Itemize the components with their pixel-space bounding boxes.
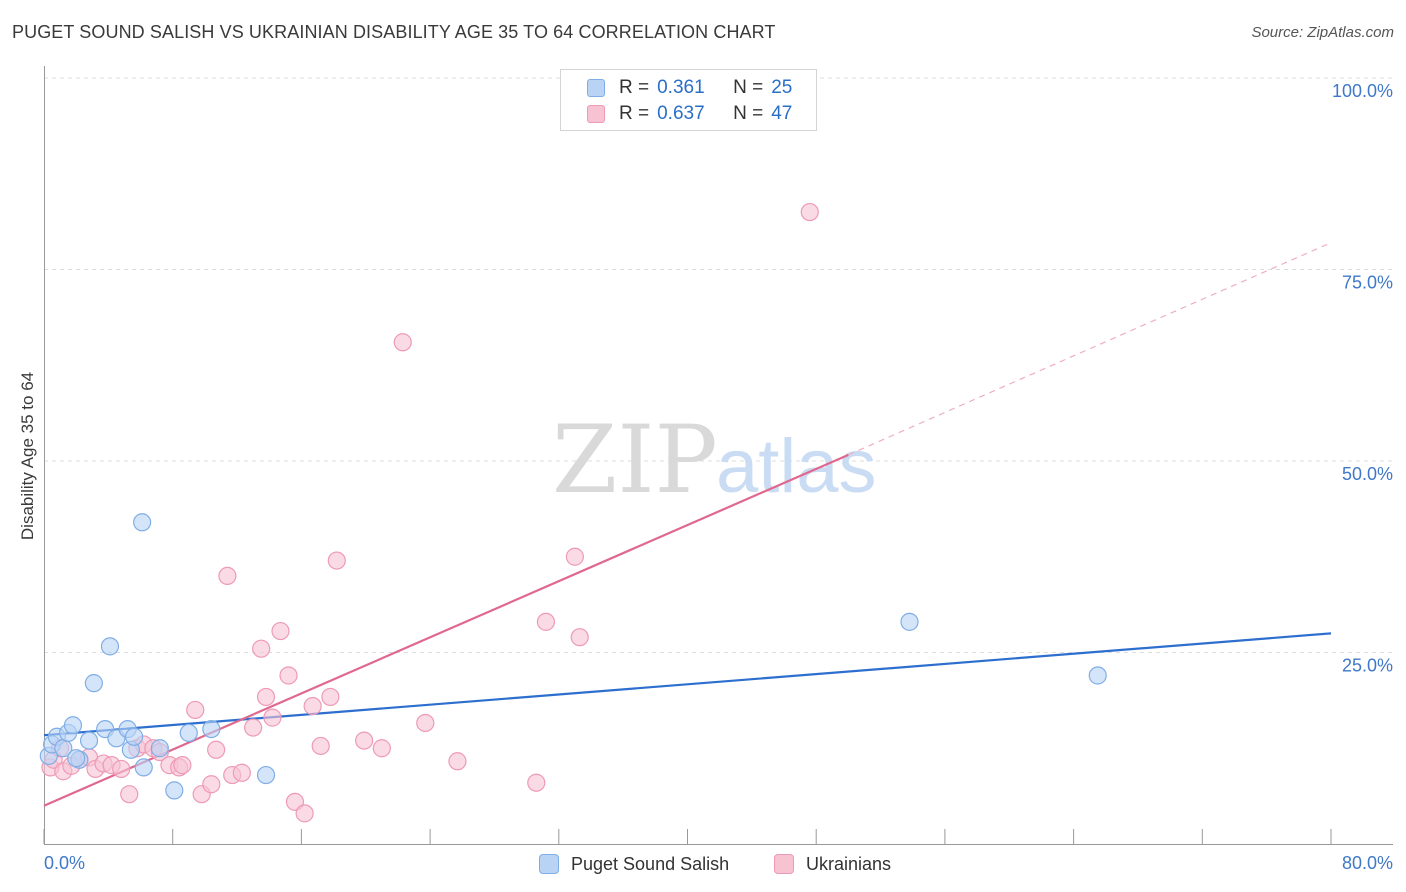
legend-n-value: 25 [771, 77, 793, 98]
data-point-ukrainians [372, 739, 391, 758]
series-legend-puget: Puget Sound Salish [539, 852, 729, 876]
data-point-ukrainians [244, 718, 263, 737]
data-point-puget [179, 723, 198, 743]
data-point-ukrainians [256, 687, 276, 707]
data-point-ukrainians [218, 566, 237, 586]
data-points [39, 202, 1107, 823]
data-point-ukrainians [207, 740, 226, 759]
legend-r-value: 0.637 [657, 103, 705, 124]
watermark-zip: ZIP [552, 406, 718, 515]
legend-r-label: R = [619, 103, 650, 124]
data-point-ukrainians [355, 731, 374, 750]
data-point-ukrainians [416, 713, 435, 733]
grid-lines [44, 77, 1393, 653]
data-point-ukrainians [232, 763, 251, 782]
data-point-ukrainians [112, 759, 131, 779]
legend-n-value: 47 [771, 103, 793, 124]
axes [44, 66, 1393, 845]
data-point-ukrainians [527, 773, 546, 792]
data-point-ukrainians [303, 697, 322, 716]
data-point-ukrainians [173, 756, 192, 775]
y-tick-label: 25.0% [1342, 656, 1393, 676]
x-tick-labels: 0.0% 80.0% [44, 853, 1393, 873]
y-tick-label: 100.0% [1332, 81, 1393, 101]
x-ticks [43, 829, 1332, 844]
data-point-puget [134, 758, 153, 777]
data-point-ukrainians [327, 551, 346, 570]
trend-line-puget [43, 632, 1332, 737]
data-point-puget [133, 513, 152, 532]
watermark-atlas: atlas [716, 424, 877, 509]
legend-r-value: 0.361 [657, 77, 705, 98]
y-tick-labels: 25.0% 50.0% 75.0% 100.0% [1332, 81, 1393, 676]
data-point-ukrainians [570, 628, 589, 647]
legend-n-label: N = [733, 103, 764, 124]
source-note: Source: ZipAtlas.com [1251, 24, 1394, 41]
legend-row-ukrainians: R = 0.637 N = 47 [587, 102, 792, 126]
data-point-puget [100, 637, 120, 656]
series-legend-ukrainians: Ukrainians [774, 852, 891, 876]
data-point-puget [150, 739, 169, 758]
data-point-puget [124, 727, 144, 746]
data-point-puget [67, 749, 86, 768]
data-point-ukrainians [186, 700, 205, 720]
data-point-puget [165, 781, 184, 800]
data-point-ukrainians [393, 333, 412, 352]
data-point-ukrainians [263, 708, 282, 727]
data-point-ukrainians [448, 752, 467, 771]
data-point-ukrainians [252, 639, 271, 658]
legend-row-puget: R = 0.361 N = 25 [587, 76, 792, 100]
data-point-puget [1088, 666, 1107, 685]
data-point-puget [900, 612, 919, 631]
legend-r-label: R = [619, 77, 650, 98]
data-point-puget [202, 719, 221, 739]
watermark: ZIP atlas [552, 406, 877, 515]
data-point-puget [79, 731, 99, 750]
data-point-puget [256, 765, 276, 785]
stats-legend: R = 0.361 N = 25 R = 0.637 N = 47 [560, 69, 817, 131]
y-tick-label: 50.0% [1342, 464, 1393, 484]
data-point-ukrainians [536, 612, 556, 631]
x-tick-label-min: 0.0% [44, 853, 85, 873]
legend-swatch-pink [587, 105, 605, 123]
x-tick-label-max: 80.0% [1342, 853, 1393, 873]
chart-title: PUGET SOUND SALISH VS UKRAINIAN DISABILI… [12, 22, 776, 42]
series-swatch-pink [774, 854, 794, 874]
series-label-puget: Puget Sound Salish [571, 853, 730, 874]
data-point-ukrainians [321, 687, 340, 707]
data-point-ukrainians [800, 202, 819, 222]
data-point-ukrainians [565, 547, 584, 566]
data-point-puget [63, 716, 83, 735]
y-tick-label: 75.0% [1342, 273, 1393, 293]
trend-line-extension [848, 242, 1332, 456]
legend-swatch-blue [587, 79, 605, 97]
data-point-ukrainians [279, 666, 298, 685]
data-point-ukrainians [271, 621, 290, 641]
data-point-puget [84, 674, 103, 693]
trend-line-ukrainians [43, 453, 849, 807]
data-point-ukrainians [295, 804, 314, 823]
data-point-ukrainians [120, 785, 139, 804]
data-point-ukrainians [311, 736, 330, 756]
legend-n-label: N = [733, 77, 764, 98]
series-label-ukrainians: Ukrainians [806, 853, 892, 874]
series-swatch-blue [539, 854, 559, 874]
data-point-ukrainians [202, 775, 221, 794]
trend-lines [43, 242, 1332, 807]
